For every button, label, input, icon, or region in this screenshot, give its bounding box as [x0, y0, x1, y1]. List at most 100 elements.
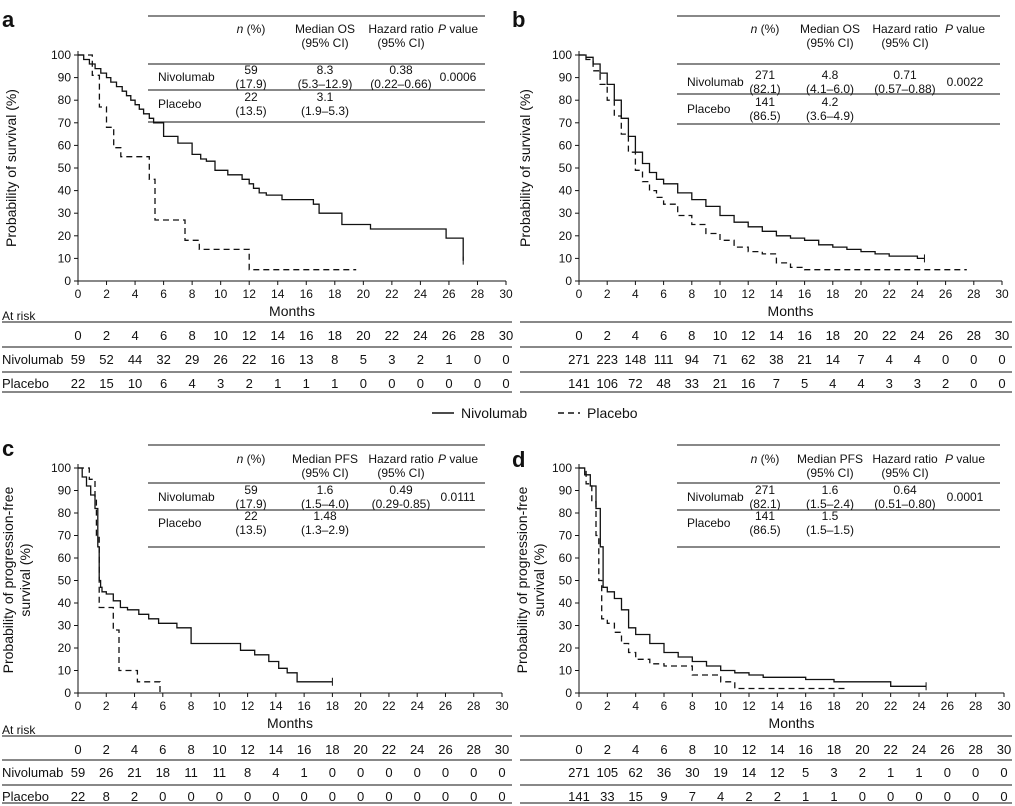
header-p-value: value [953, 22, 985, 36]
y-tick-label: 20 [58, 229, 72, 243]
y-tick-label: 60 [58, 551, 72, 565]
risk-count-placebo: 0 [502, 376, 509, 391]
risk-time: 18 [328, 328, 342, 343]
x-tick-label: 16 [297, 699, 311, 713]
risk-count-nivolumab: 14 [742, 765, 756, 780]
y-tick-label: 0 [64, 686, 71, 700]
y-axis-title: Probability of survival (%) [517, 89, 533, 247]
risk-time: 22 [882, 328, 896, 343]
y-tick-label: 0 [64, 274, 71, 288]
placebo-n: 141 [755, 509, 775, 523]
x-tick-label: 4 [131, 699, 138, 713]
y-tick-label: 90 [559, 71, 573, 85]
risk-time: 0 [74, 742, 81, 757]
x-tick-label: 24 [411, 699, 425, 713]
header-n: n (%) [751, 22, 780, 36]
x-tick-label: 14 [770, 287, 784, 301]
header-p-value: value [446, 452, 478, 466]
x-tick-label: 26 [439, 699, 453, 713]
y-tick-label: 10 [58, 664, 72, 678]
risk-time: 30 [499, 328, 513, 343]
risk-time: 18 [826, 328, 840, 343]
nivolumab-median: 1.6 [317, 483, 334, 497]
risk-time: 26 [438, 742, 452, 757]
risk-count-nivolumab: 36 [657, 765, 671, 780]
x-tick-label: 18 [827, 699, 841, 713]
header-n: n (%) [237, 22, 266, 36]
risk-count-nivolumab: 4 [886, 352, 893, 367]
x-tick-label: 30 [997, 699, 1011, 713]
risk-count-nivolumab: 59 [71, 765, 85, 780]
risk-time: 18 [827, 742, 841, 757]
y-tick-label: 30 [58, 619, 72, 633]
risk-time: 14 [270, 328, 284, 343]
risk-count-nivolumab: 2 [417, 352, 424, 367]
risk-count-placebo: 4 [717, 789, 724, 804]
y-tick-label: 0 [565, 686, 572, 700]
header-n-italic: n [751, 452, 758, 466]
x-tick-label: 14 [271, 287, 285, 301]
y-tick-label: 100 [51, 461, 71, 475]
risk-count-placebo: 15 [628, 789, 642, 804]
x-tick-label: 14 [269, 699, 283, 713]
y-tick-label: 80 [559, 506, 573, 520]
risk-count-nivolumab: 0 [498, 765, 505, 780]
row-label-nivolumab: Nivolumab [158, 490, 215, 504]
placebo-n: 22 [244, 90, 258, 104]
km-curve-placebo [78, 467, 161, 693]
risk-time: 30 [495, 742, 509, 757]
x-tick-label: 28 [467, 699, 481, 713]
risk-label-placebo: Placebo [2, 376, 49, 391]
header-median-ci: (95% CI) [806, 36, 853, 50]
risk-count-nivolumab: 62 [741, 352, 755, 367]
x-tick-label: 6 [160, 287, 167, 301]
risk-count-nivolumab: 111 [654, 352, 674, 367]
y-tick-label: 20 [559, 229, 573, 243]
risk-time: 12 [741, 328, 755, 343]
risk-time: 20 [356, 328, 370, 343]
risk-count-placebo: 8 [103, 789, 110, 804]
x-tick-label: 20 [856, 699, 870, 713]
risk-count-placebo: 3 [886, 376, 893, 391]
risk-time: 20 [353, 742, 367, 757]
risk-time: 4 [131, 742, 138, 757]
panel-letter: b [512, 7, 525, 32]
header-hr-ci: (95% CI) [881, 466, 928, 480]
nivolumab-n: 271 [755, 68, 775, 82]
row-label-nivolumab: Nivolumab [687, 490, 744, 504]
y-tick-label: 30 [58, 206, 72, 220]
risk-count-nivolumab: 32 [156, 352, 170, 367]
risk-time: 4 [632, 328, 639, 343]
y-tick-label: 60 [58, 138, 72, 152]
x-tick-label: 10 [213, 699, 227, 713]
y-tick-label: 80 [58, 93, 72, 107]
risk-count-placebo: 1 [830, 789, 837, 804]
risk-count-placebo: 0 [216, 789, 223, 804]
legend-placebo: Placebo [587, 405, 638, 421]
y-tick-label: 100 [552, 48, 572, 62]
risk-count-placebo: 0 [1000, 789, 1007, 804]
x-tick-label: 10 [214, 287, 228, 301]
y-tick-label: 90 [559, 484, 573, 498]
legend: Nivolumab Placebo [432, 405, 638, 421]
nivolumab-pct: (17.9) [235, 497, 266, 511]
risk-count-nivolumab: 0 [972, 765, 979, 780]
header-p-italic: P [945, 452, 953, 466]
header-hr-ci: (95% CI) [881, 36, 928, 50]
placebo-pct: (86.5) [749, 109, 780, 123]
risk-time: 24 [410, 742, 424, 757]
risk-count-placebo: 106 [596, 376, 618, 391]
risk-count-nivolumab: 0 [944, 765, 951, 780]
risk-count-nivolumab: 8 [331, 352, 338, 367]
y-tick-label: 70 [559, 116, 573, 130]
risk-count-nivolumab: 8 [244, 765, 251, 780]
risk-count-placebo: 16 [741, 376, 755, 391]
km-curve-nivolumab [78, 54, 464, 261]
x-axis-title: Months [269, 303, 315, 319]
x-tick-label: 12 [742, 699, 756, 713]
x-tick-label: 2 [103, 287, 110, 301]
risk-count-placebo: 0 [859, 789, 866, 804]
km-curve-placebo [78, 54, 357, 271]
x-tick-label: 18 [326, 699, 340, 713]
